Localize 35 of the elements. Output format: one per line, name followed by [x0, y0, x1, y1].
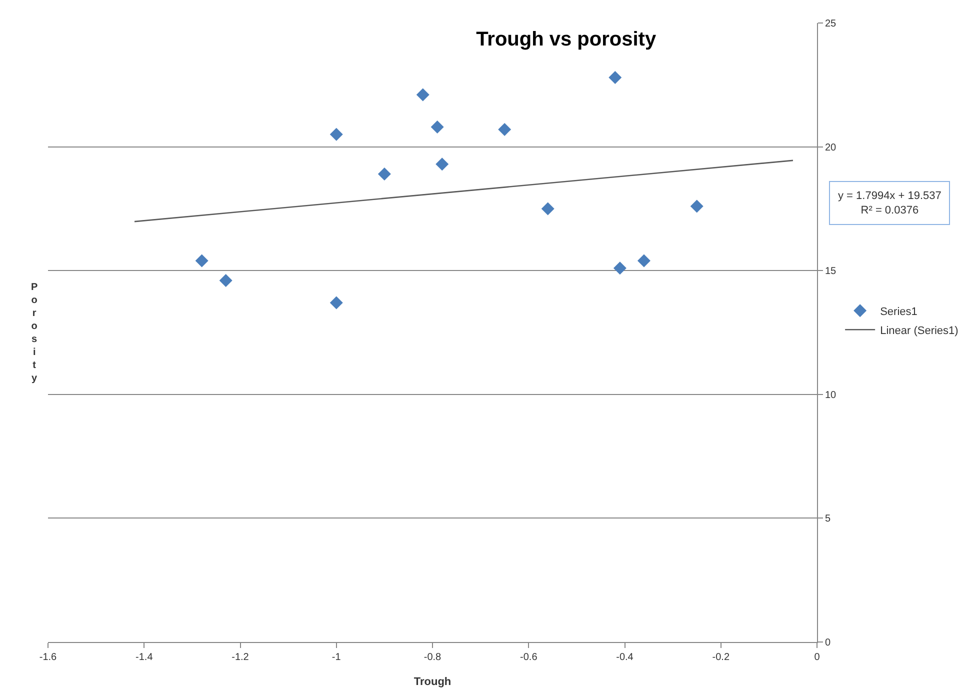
y-tick-label: 15: [825, 266, 837, 278]
y-tick-label: 5: [825, 514, 831, 525]
legend-label: Linear (Series1): [880, 324, 958, 337]
text: y = 1.7994x + 19.537 R² = 0.0376: [838, 190, 942, 216]
point: [498, 122, 512, 136]
x-tick-label: -1.2: [232, 652, 250, 663]
point: [608, 70, 622, 84]
x-tick-label: -0.2: [712, 652, 730, 663]
x-axis-title: Trough: [414, 676, 452, 688]
point: [219, 274, 232, 287]
point: [330, 296, 343, 310]
x-tick-label: -1.6: [39, 652, 58, 663]
x-tick-label: -0.4: [616, 652, 634, 663]
y-tick-label: 10: [825, 390, 837, 401]
x-tick-label: -0.8: [424, 652, 442, 663]
y-tick-label: 25: [825, 18, 837, 30]
x-tick-label: -1.4: [136, 652, 154, 663]
point: [330, 128, 343, 141]
x-tick-label: -0.6: [520, 652, 538, 663]
point: [416, 88, 430, 102]
point: [195, 254, 208, 268]
chart-title: Trough vs porosity: [476, 28, 657, 50]
y-tick-label: 20: [825, 142, 837, 154]
point: [436, 158, 449, 171]
point: [430, 120, 444, 134]
y-axis-title: Porosity: [31, 282, 38, 384]
point: [690, 200, 704, 213]
x-tick-label: -1: [332, 652, 342, 663]
legend-label: Series1: [880, 306, 918, 318]
point: [541, 202, 554, 216]
point: [613, 262, 626, 275]
point: [378, 168, 391, 181]
point: [637, 254, 650, 268]
y-tick-label: 0: [825, 638, 831, 648]
x-tick-label: 0: [814, 652, 820, 663]
